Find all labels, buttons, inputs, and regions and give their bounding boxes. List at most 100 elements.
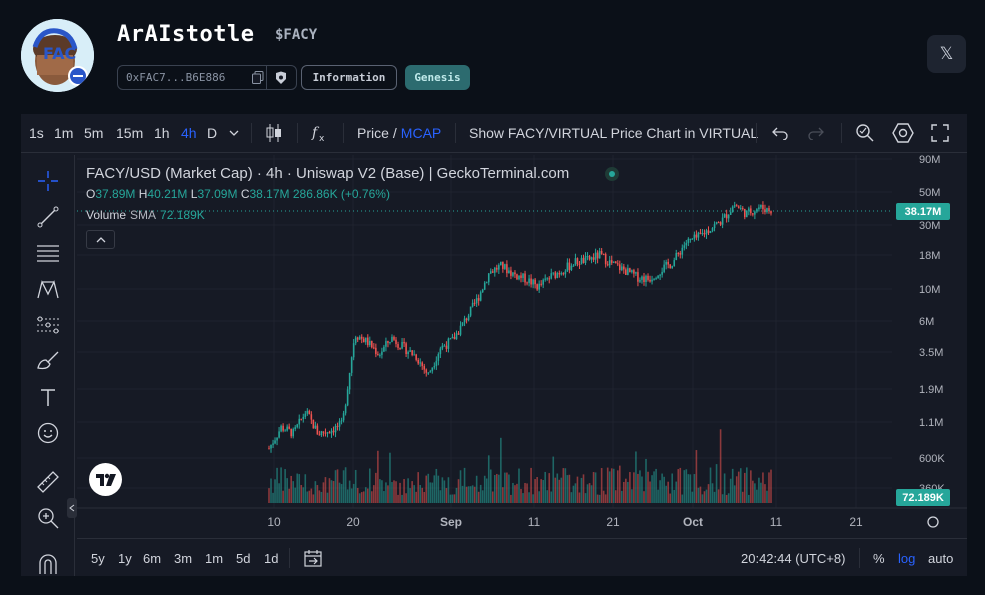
candle-body [485,282,488,284]
volume-bar [667,481,669,503]
range-1y[interactable]: 1y [118,550,132,566]
magnet-icon[interactable] [35,551,61,577]
crosshair-icon[interactable] [35,168,61,194]
volume-bar [268,488,270,503]
toolbar-divider [297,123,298,143]
price-label[interactable]: Price [357,125,389,141]
range-6m[interactable]: 6m [143,550,162,566]
zoom-in-icon[interactable] [35,505,61,531]
tradingview-logo-icon[interactable] [89,463,122,496]
price-chart[interactable]: 90M50M30M18M10M6M3.5M1.9M1.1M600K360K102… [77,155,967,538]
timeframe-15m[interactable]: 15m [116,125,144,141]
volume-bar [491,491,494,503]
volume-bar [445,488,448,503]
price-axis-label: 600K [919,453,945,465]
candle-body [322,431,325,433]
timeframe-4h[interactable]: 4h [181,125,197,141]
candle-body [691,238,694,240]
candle-body [616,263,619,265]
volume-bar [514,485,516,503]
volume-bar [312,494,315,503]
range-1m[interactable]: 1m [205,550,224,566]
zoom-search-icon[interactable] [855,114,875,152]
range-5d[interactable]: 5d [236,550,251,566]
timeframe-5m[interactable]: 5m [84,125,104,141]
volume-bar [282,490,284,503]
show-virtual-chart-button[interactable]: Show FACY/VIRTUAL Price Chart in VIRTUAL [469,125,759,141]
timeframe-1m[interactable]: 1m [54,125,74,141]
volume-bar [403,479,405,503]
volume-bar [733,485,736,503]
candle-body [377,354,379,356]
close-label: C [240,187,250,201]
candle-body [324,432,327,434]
volume-bar [608,471,611,503]
candle-body [407,351,409,355]
forecast-icon[interactable] [35,312,61,338]
collapse-toolbar-chevron-icon[interactable] [67,498,77,518]
candle-body [631,270,633,273]
timeframe-1h[interactable]: 1h [154,125,170,141]
candle-body [735,205,738,207]
volume-bar [530,467,532,503]
auto-scale-toggle[interactable]: auto [928,550,954,566]
genesis-badge[interactable]: Genesis [405,65,470,90]
volume-bar [743,472,746,503]
explorer-icon[interactable] [267,71,296,85]
candle-body [568,262,571,270]
volume-bar [631,489,633,503]
toolbar-divider [455,123,456,143]
candle-body [695,234,698,238]
volume-bar [272,492,274,503]
candle-type-icon[interactable] [265,114,283,152]
fullscreen-icon[interactable] [931,114,949,152]
timezone-clock[interactable]: 20:42:44 (UTC+8) [741,550,846,566]
x-social-button[interactable]: 𝕏 [927,35,966,73]
collapse-legend-button[interactable] [86,230,115,249]
candle-body [667,261,669,265]
volume-bar [500,437,502,503]
ruler-icon[interactable] [35,469,61,495]
date-range-icon[interactable] [303,540,323,576]
range-5y[interactable]: 5y [91,550,105,566]
brush-icon[interactable] [35,348,61,374]
volume-bar [673,489,676,503]
candle-body [461,322,464,326]
candle-body [358,336,361,340]
pattern-icon[interactable] [35,276,61,302]
emoji-icon[interactable] [35,420,61,446]
trendline-icon[interactable] [35,204,61,230]
volume-bar [475,475,478,503]
horizontal-lines-icon[interactable] [35,240,61,266]
percent-scale-toggle[interactable]: % [873,550,885,566]
range-1d[interactable]: 1d [264,550,279,566]
candle-body [473,302,476,304]
redo-icon[interactable] [808,114,824,152]
candle-body [572,265,575,267]
timeframe-dropdown-chevron-icon[interactable] [229,114,239,152]
candle-body [766,208,768,213]
chart-bottombar: 5y 1y 6m 3m 1m 5d 1d 20:42:44 (UTC+8) % … [77,540,967,576]
candle-body [536,284,538,290]
undo-icon[interactable] [772,114,788,152]
range-3m[interactable]: 3m [174,550,193,566]
price-mcap-toggle[interactable]: Price / MCAP [357,114,441,152]
candle-body [336,425,339,427]
text-tool-icon[interactable] [35,384,61,410]
copy-icon[interactable] [251,71,266,84]
candle-body [284,430,286,432]
volume-bar [326,492,329,503]
timeframe-d[interactable]: D [207,125,218,141]
volume-bar [707,484,710,503]
candle-body [350,357,353,373]
information-badge[interactable]: Information [301,65,397,90]
log-scale-toggle[interactable]: log [898,550,916,566]
timeframe-1s[interactable]: 1s [29,125,44,141]
mcap-label[interactable]: MCAP [400,125,442,141]
candle-body [673,260,676,267]
candle-body [743,208,746,218]
candle-body [524,273,526,283]
settings-gear-icon[interactable] [892,114,914,152]
x-icon: 𝕏 [939,44,954,63]
